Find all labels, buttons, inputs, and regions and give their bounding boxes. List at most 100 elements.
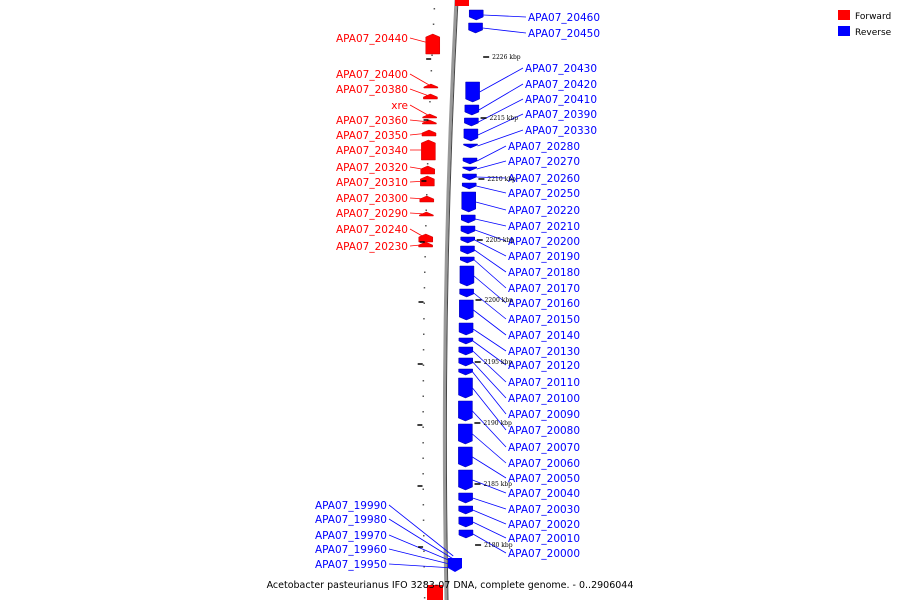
backbone-dot — [423, 581, 426, 583]
reverse-gene-label[interactable]: APA07_20170 — [508, 283, 580, 295]
reverse-gene-leader — [472, 521, 507, 539]
forward-gene-label[interactable]: APA07_20240 — [336, 224, 408, 236]
reverse-gene-label[interactable]: APA07_20000 — [508, 548, 580, 560]
reverse-gene-label[interactable]: APA07_20280 — [508, 141, 580, 153]
backbone-dot — [422, 380, 425, 382]
reverse-gene-feature — [458, 346, 474, 356]
forward-gene-label[interactable]: xre — [391, 100, 408, 112]
reverse-gene-leader — [474, 239, 507, 257]
scale-tick-label: 2180 kbp — [484, 542, 513, 549]
forward-gene-label[interactable]: APA07_20230 — [336, 241, 408, 253]
reverse-gene-feature — [458, 469, 473, 491]
reverse-gene-label[interactable]: APA07_20330 — [525, 125, 597, 137]
forward-gene-label[interactable]: APA07_20380 — [336, 84, 408, 96]
reverse-gene-label[interactable]: APA07_19970 — [315, 530, 387, 542]
forward-gene-feature — [455, 0, 469, 6]
reverse-gene-leader — [472, 361, 507, 399]
reverse-gene-label[interactable]: APA07_20060 — [508, 458, 580, 470]
forward-gene-label[interactable]: APA07_20320 — [336, 162, 408, 174]
reverse-gene-label[interactable]: APA07_19980 — [315, 514, 387, 526]
reverse-gene-label[interactable]: APA07_20080 — [508, 425, 580, 437]
reverse-gene-label[interactable]: APA07_20020 — [508, 519, 580, 531]
reverse-gene-label[interactable]: APA07_20030 — [508, 504, 580, 516]
legend: Forward Reverse — [838, 10, 892, 38]
reverse-gene-feature — [458, 505, 473, 515]
genome-backbone — [442, 0, 458, 600]
forward-gene-label[interactable]: APA07_20440 — [336, 33, 408, 45]
reverse-gene-leader — [472, 410, 507, 448]
reverse-gene-label[interactable]: APA07_20150 — [508, 314, 580, 326]
reverse-gene-label[interactable]: APA07_20260 — [508, 173, 580, 185]
reverse-gene-label[interactable]: APA07_20120 — [508, 360, 580, 372]
reverse-gene-leader — [472, 433, 507, 464]
forward-gene-label[interactable]: APA07_20350 — [336, 130, 408, 142]
reverse-gene-label[interactable]: APA07_20250 — [508, 188, 580, 200]
backbone-dot — [433, 8, 436, 10]
reverse-gene-label[interactable]: APA07_20410 — [525, 94, 597, 106]
backbone-dot — [422, 457, 424, 459]
reverse-gene-leader — [472, 340, 507, 366]
reverse-gene-feature — [458, 400, 473, 422]
reverse-gene-feature — [459, 299, 474, 321]
reverse-gene-label[interactable]: APA07_20200 — [508, 236, 580, 248]
reverse-gene-label[interactable]: APA07_20140 — [508, 330, 580, 342]
reverse-gene-label[interactable]: APA07_20220 — [508, 205, 580, 217]
reverse-gene-label[interactable]: APA07_20130 — [508, 346, 580, 358]
forward-gene-feature — [427, 585, 443, 600]
reverse-gene-label[interactable]: APA07_20460 — [528, 12, 600, 24]
reverse-gene-leader — [472, 456, 507, 479]
reverse-gene-label[interactable]: APA07_20010 — [508, 533, 580, 545]
reverse-gene-label[interactable]: APA07_20100 — [508, 393, 580, 405]
reverse-gene-feature — [460, 256, 475, 264]
backbone-dot — [422, 349, 425, 351]
forward-gene-label[interactable]: APA07_20290 — [336, 208, 408, 220]
forward-gene-leader — [409, 212, 427, 215]
forward-gene-leader — [409, 228, 426, 239]
reverse-gene-feature — [463, 143, 478, 149]
reverse-gene-leader — [472, 350, 507, 383]
backbone-dot — [429, 101, 431, 103]
backbone-dot — [422, 411, 424, 413]
forward-gene-label[interactable]: APA07_20340 — [336, 145, 408, 157]
reverse-gene-leader — [482, 27, 527, 34]
reverse-gene-label[interactable]: APA07_20040 — [508, 488, 580, 500]
backbone-dot — [422, 442, 424, 444]
reverse-gene-feature — [461, 182, 477, 190]
reverse-gene-label[interactable]: APA07_20430 — [525, 63, 597, 75]
reverse-gene-label[interactable]: APA07_20160 — [508, 298, 580, 310]
reverse-gene-leader — [476, 185, 507, 194]
scale-ticks: 2226 kbp 2215 kbp 2210 kbp 2205 kbp 2200 kbp… — [417, 54, 521, 549]
reverse-gene-label[interactable]: APA07_20270 — [508, 156, 580, 168]
forward-gene-feature — [422, 113, 437, 119]
reverse-gene-label[interactable]: APA07_20210 — [508, 221, 580, 233]
reverse-gene-leader — [472, 497, 507, 510]
reverse-gene-label[interactable]: APA07_20390 — [525, 109, 597, 121]
reverse-gene-label[interactable]: APA07_20180 — [508, 267, 580, 279]
reverse-gene-label[interactable]: APA07_20450 — [528, 28, 600, 40]
reverse-gene-label[interactable]: APA07_20190 — [508, 251, 580, 263]
forward-gene-label[interactable]: APA07_20310 — [336, 177, 408, 189]
forward-gene-feature — [420, 175, 435, 187]
reverse-gene-label[interactable]: APA07_20050 — [508, 473, 580, 485]
reverse-gene-label[interactable]: APA07_20090 — [508, 409, 580, 421]
reverse-gene-leader — [479, 67, 524, 93]
reverse-gene-feature — [465, 81, 480, 103]
reverse-gene-label[interactable]: APA07_20110 — [508, 377, 580, 389]
reverse-gene-feature — [458, 357, 473, 367]
forward-gene-label[interactable]: APA07_20360 — [336, 115, 408, 127]
forward-gene-leader — [409, 104, 430, 117]
reverse-gene-leader — [473, 259, 507, 289]
reverse-gene-label[interactable]: APA07_20420 — [525, 79, 597, 91]
forward-gene-leader — [409, 197, 427, 200]
forward-gene-label[interactable]: APA07_20300 — [336, 193, 408, 205]
reverse-gene-label[interactable]: APA07_19960 — [315, 544, 387, 556]
reverse-gene-feature — [460, 245, 475, 255]
backbone-dot — [424, 271, 426, 273]
reverse-gene-leader — [473, 275, 507, 304]
reverse-gene-label[interactable]: APA07_19990 — [315, 500, 387, 512]
reverse-gene-label[interactable]: APA07_19950 — [315, 559, 387, 571]
reverse-gene-feature — [458, 337, 474, 345]
forward-gene-label[interactable]: APA07_20400 — [336, 69, 408, 81]
reverse-gene-leader — [478, 83, 524, 111]
reverse-gene-label[interactable]: APA07_20070 — [508, 442, 580, 454]
